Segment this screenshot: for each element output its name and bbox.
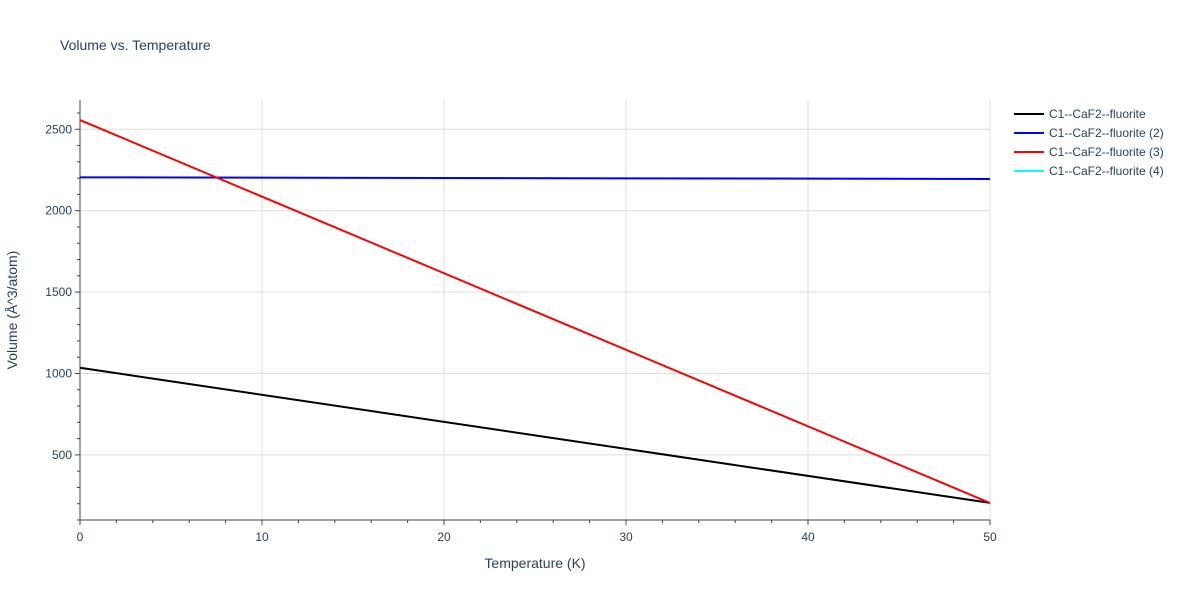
series-line-3 [79,119,991,504]
y-tick-label: 1000 [45,366,72,380]
y-tick-label: 1500 [45,285,72,299]
x-tick-label: 0 [77,530,84,544]
legend-item-3[interactable]: C1--CaF2--fluorite (3) [1014,145,1164,159]
legend-label: C1--CaF2--fluorite (2) [1049,126,1164,140]
x-tick-label: 30 [619,530,633,544]
series-line-2 [79,176,991,180]
legend[interactable]: C1--CaF2--fluorite C1--CaF2--fluorite (2)… [1014,107,1164,178]
y-axis-title: Volume (Å^3/atom) [4,251,20,370]
legend-label: C1--CaF2--fluorite [1049,107,1146,121]
x-axis-title: Temperature (K) [484,555,585,571]
legend-label: C1--CaF2--fluorite (3) [1049,145,1164,159]
legend-item-4[interactable]: C1--CaF2--fluorite (4) [1014,164,1164,178]
legend-label: C1--CaF2--fluorite (4) [1049,164,1164,178]
y-tick-label: 2500 [45,122,72,136]
series-lines [79,119,991,504]
x-tick-label: 50 [983,530,997,544]
legend-item-1[interactable]: C1--CaF2--fluorite [1014,107,1146,121]
axes: 0 10 20 30 40 50 500 1000 1500 2000 2500 [45,100,997,544]
y-tick-label: 2000 [45,204,72,218]
grid-lines [80,100,991,520]
chart-title: Volume vs. Temperature [60,37,211,53]
x-tick-label: 10 [255,530,269,544]
x-tick-label: 40 [801,530,815,544]
y-tick-label: 500 [52,448,72,462]
series-line-1 [79,366,991,504]
legend-item-2[interactable]: C1--CaF2--fluorite (2) [1014,126,1164,140]
x-tick-label: 20 [437,530,451,544]
